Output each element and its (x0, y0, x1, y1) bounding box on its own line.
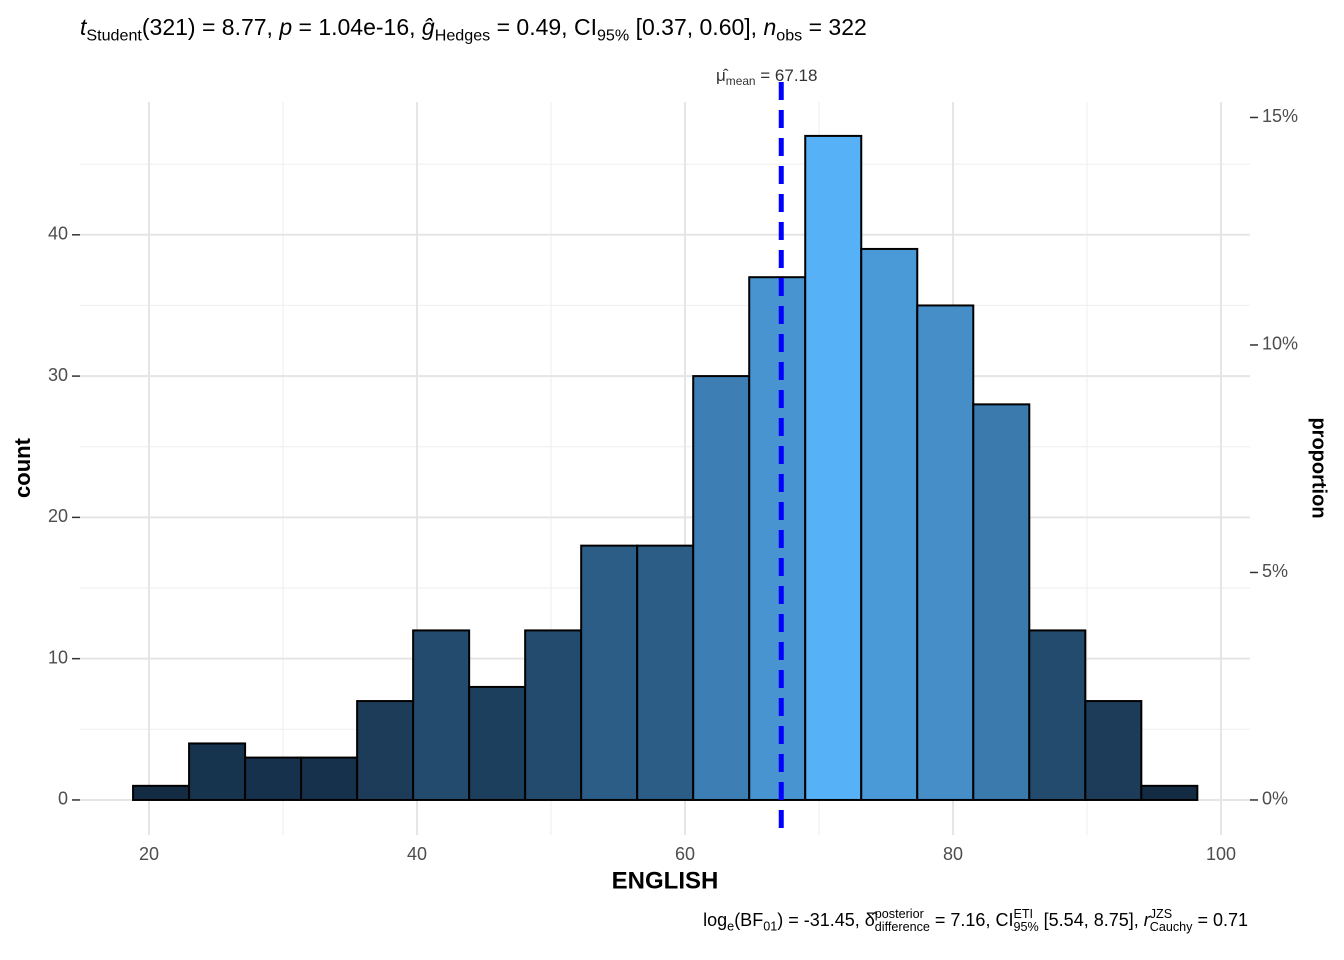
mean-label: μ̂mean = 67.18 (716, 66, 817, 88)
chart-title: tStudent(321) = 8.77, p = 1.04e-16, ĝHed… (80, 14, 867, 46)
mean-label-part: mean (725, 74, 756, 89)
x-axis-title: ENGLISH (612, 867, 719, 894)
caption-part: e (727, 919, 735, 934)
title-part: (321) = 8.77, (141, 14, 280, 40)
caption-part: posterior (874, 907, 924, 921)
y-axis-title: count (10, 437, 35, 498)
caption-part: 95% (1013, 920, 1039, 935)
caption-part: JZS (1149, 907, 1173, 921)
caption-part: (BF (734, 909, 764, 930)
title-part: p (279, 14, 293, 40)
bar (356, 700, 415, 801)
bar (748, 276, 807, 801)
x-tick-label: 20 (139, 844, 159, 864)
bar (188, 742, 247, 801)
title-part: 95% (596, 26, 630, 45)
title-part: t (80, 14, 87, 40)
title-part: Student (86, 26, 142, 45)
caption-part: log (703, 909, 728, 930)
title-part: [0.37, 0.60], (629, 14, 764, 40)
y-tick-label: 40 (48, 224, 68, 244)
y-tick-label: 0 (58, 789, 68, 809)
bar (412, 629, 471, 801)
bar (692, 375, 751, 801)
title-part: = 0.49, CI (490, 14, 597, 40)
caption-part: ) = -31.45, (777, 909, 865, 930)
x-tick-label: 100 (1206, 844, 1236, 864)
bar (244, 756, 303, 801)
y2-tick-label: 0% (1262, 789, 1288, 809)
bar (524, 629, 583, 801)
bar (860, 247, 919, 801)
bar (580, 544, 639, 801)
title-part: obs (776, 26, 803, 45)
bar (1140, 784, 1199, 801)
y-tick-label: 10 (48, 647, 68, 667)
bar (1084, 700, 1143, 801)
title-part: = 1.04e-16, (292, 14, 422, 40)
mean-label-part: μ̂ (716, 66, 726, 85)
caption-stack: JZS Cauchy (1149, 907, 1193, 935)
y-tick-label: 20 (48, 506, 68, 526)
x-tick-label: 60 (675, 844, 695, 864)
bar (132, 784, 191, 801)
caption-stack: posterior difference (874, 907, 930, 935)
bar (972, 403, 1031, 801)
title-part: = 322 (802, 14, 867, 40)
caption-part: ETI (1013, 907, 1034, 921)
caption-part: = 0.71 (1192, 909, 1248, 930)
bar (804, 134, 863, 801)
caption-part: [5.54, 8.75], (1038, 909, 1144, 930)
caption-part: 01 (763, 919, 778, 934)
y2-tick-label: 10% (1262, 334, 1298, 354)
title-part: ĝ (421, 14, 435, 40)
caption-part: = 7.16, CI (929, 909, 1014, 930)
caption-stack: ETI 95% (1013, 907, 1039, 935)
caption-part: r (1143, 909, 1150, 930)
title-part: n (763, 14, 777, 40)
bar (300, 756, 359, 801)
mean-label-part: = 67.18 (755, 66, 818, 85)
x-tick-label: 40 (407, 844, 427, 864)
bar (468, 685, 527, 801)
bar (916, 304, 975, 801)
y2-axis-title: proportion (1308, 417, 1330, 518)
y2-tick-label: 5% (1262, 561, 1288, 581)
y2-tick-label: 15% (1262, 106, 1298, 126)
title-part: Hedges (434, 26, 491, 45)
bar (1028, 629, 1087, 801)
caption-part: difference (874, 920, 930, 935)
bar (636, 544, 695, 801)
caption-part: δ̂ (864, 909, 875, 930)
y-tick-label: 30 (48, 365, 68, 385)
caption-part: Cauchy (1149, 920, 1193, 935)
caption: loge(BF01) = -31.45, δ̂ posterior differen… (703, 907, 1248, 935)
x-tick-label: 80 (943, 844, 963, 864)
